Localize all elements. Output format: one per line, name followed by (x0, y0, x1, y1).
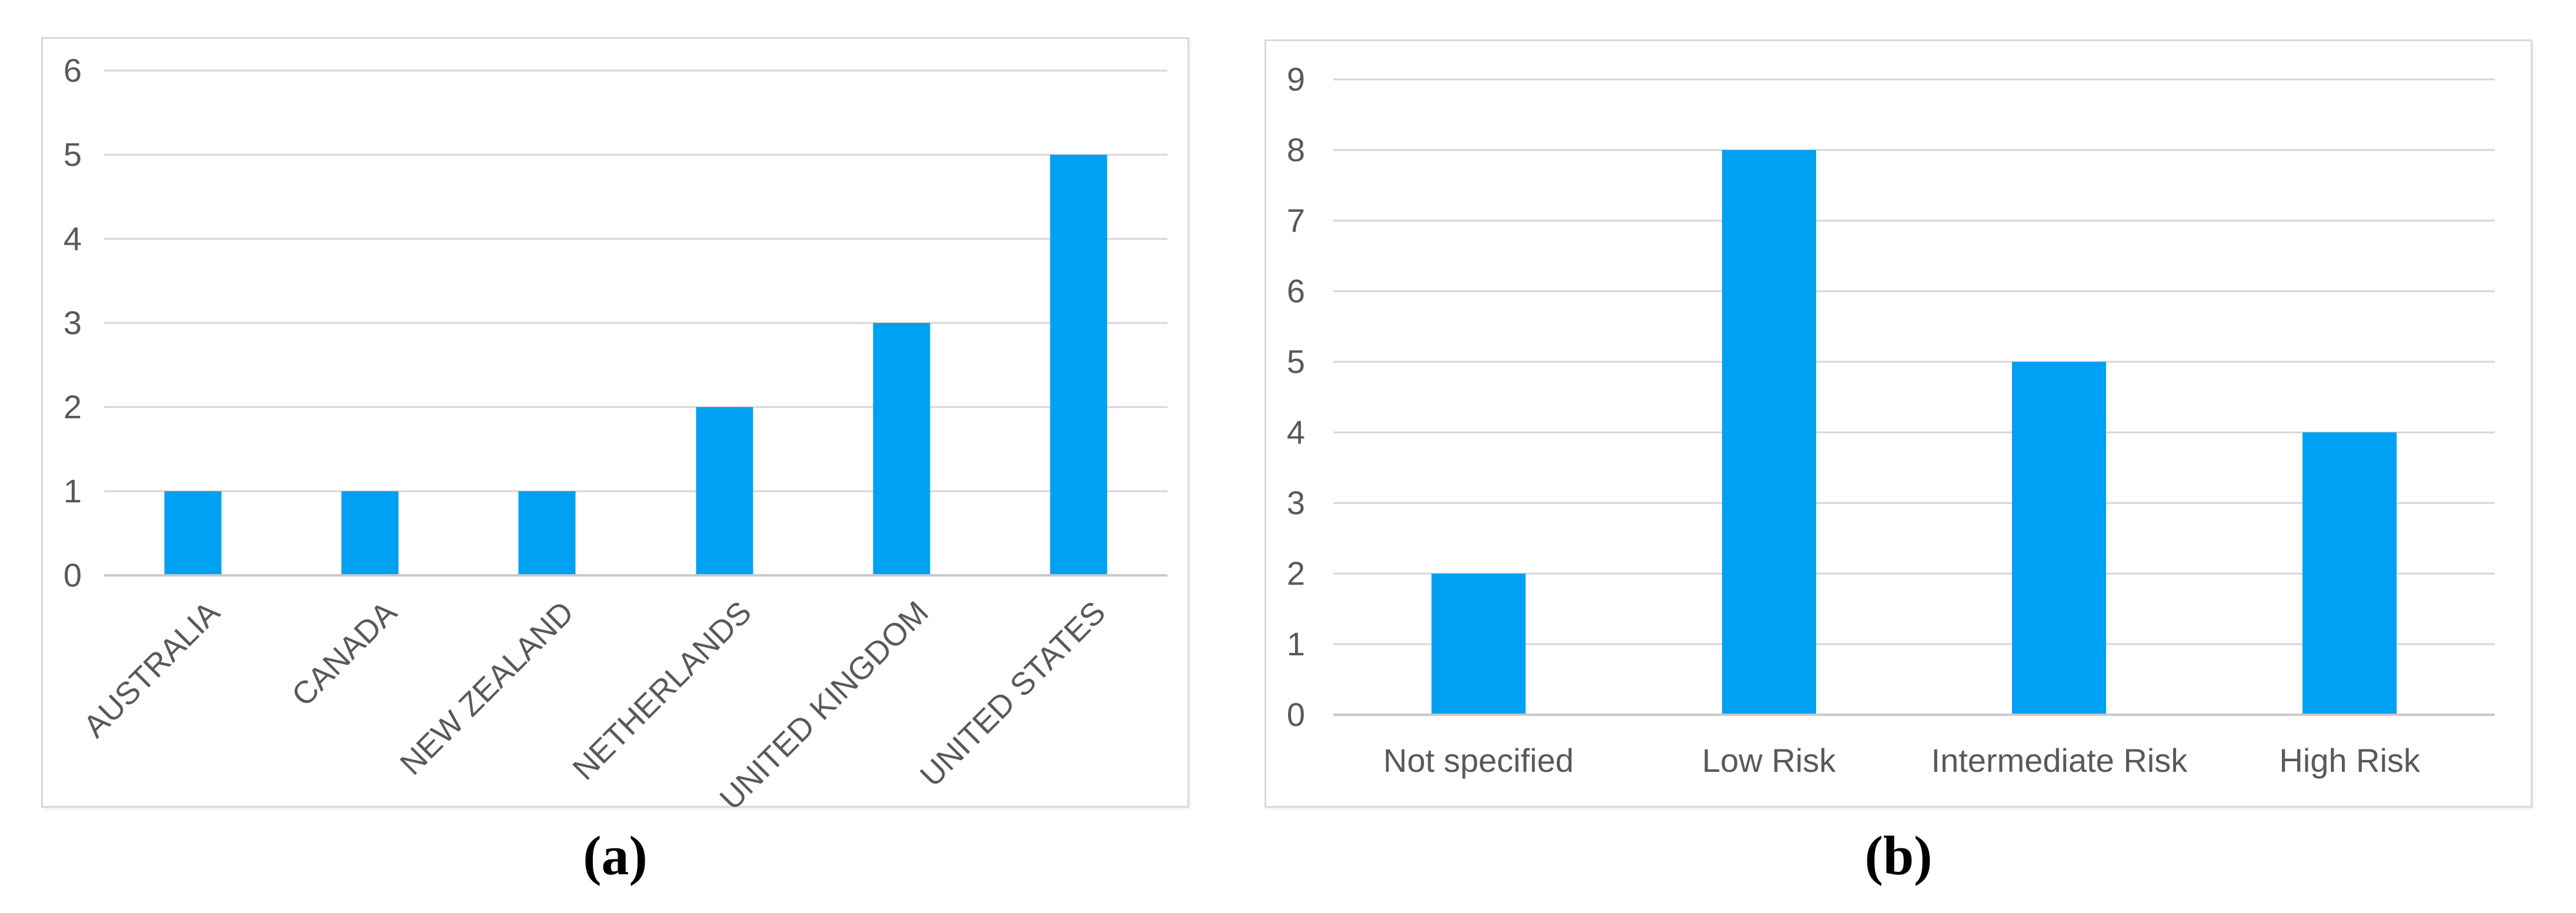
gridline (1333, 78, 2495, 81)
y-axis: 0 1 2 3 4 5 6 7 8 9 (1266, 63, 1305, 731)
x-tick-label-text: NEW ZEALAND (393, 594, 581, 782)
x-axis-line (104, 574, 1167, 577)
gridline (104, 322, 1167, 324)
y-tick-label: 2 (63, 388, 82, 425)
y-tick-label: 4 (63, 219, 82, 257)
y-tick-label: 6 (63, 52, 82, 89)
bar-new-zealand (518, 491, 576, 575)
bar-low-risk (1721, 150, 1816, 715)
x-tick-label: Not specified (1383, 742, 1574, 779)
bar-united-kingdom (873, 323, 930, 575)
x-tick-label-text: AUSTRALIA (76, 594, 226, 745)
y-tick-label: 5 (63, 135, 82, 173)
y-tick-label: 9 (1286, 61, 1305, 98)
bar-australia (164, 491, 222, 575)
x-tick-label: High Risk (2279, 742, 2420, 779)
gridline (104, 238, 1167, 240)
y-tick-label: 6 (1286, 272, 1305, 309)
chart-panel-a: 0 1 2 3 4 5 6 AUSTRALIA CANADA NEW ZEALAND NETHER… (41, 37, 1189, 817)
chart-panel-b: 0 1 2 3 4 5 6 7 8 9 Not specified Low Risk Intermed… (1264, 39, 2532, 808)
y-tick-label: 2 (1286, 555, 1305, 592)
x-tick-label: Low Risk (1702, 742, 1836, 779)
bar-united-states (1050, 155, 1107, 575)
gridline (104, 69, 1167, 72)
gridline (104, 490, 1167, 492)
x-tick-label-text: UNITED STATES (913, 594, 1113, 794)
x-axis-labels: AUSTRALIA CANADA NEW ZEALAND NETHERLANDS UNI… (76, 575, 1167, 817)
gridline (1333, 431, 2495, 434)
caption-b: (b) (1864, 825, 1933, 887)
bar-canada (341, 491, 399, 575)
bar-not-specified (1431, 574, 1526, 715)
y-tick-label: 8 (1286, 131, 1305, 168)
y-tick-label: 0 (63, 557, 82, 594)
caption-a: (a) (583, 825, 648, 887)
bar-chart-countries: 0 1 2 3 4 5 6 AUSTRALIA CANADA NEW ZEALAND NETHER… (43, 39, 1187, 817)
y-tick-label: 1 (63, 472, 82, 509)
gridline (1333, 502, 2495, 504)
y-tick-label: 3 (1286, 484, 1305, 521)
plot-area (1333, 78, 2495, 716)
bar-intermediate-risk (2012, 362, 2107, 715)
gridline (104, 406, 1167, 408)
y-axis: 0 1 2 3 4 5 6 (43, 54, 82, 592)
gridline (1333, 149, 2495, 151)
bar-chart-risk-groups: 0 1 2 3 4 5 6 7 8 9 Not specified Low Risk Intermed… (1266, 41, 2531, 806)
bar-netherlands (696, 407, 753, 575)
gridline (104, 154, 1167, 156)
gridline (1333, 572, 2495, 575)
x-axis-line (1333, 714, 2495, 716)
bar-high-risk (2303, 432, 2397, 715)
y-tick-label: 5 (1286, 343, 1305, 380)
y-tick-label: 7 (1286, 202, 1305, 239)
x-tick-label: Intermediate Risk (1931, 742, 2188, 779)
gridline (1333, 643, 2495, 645)
y-tick-label: 3 (63, 304, 82, 341)
y-tick-label: 4 (1286, 414, 1305, 451)
y-tick-label: 1 (1286, 625, 1305, 662)
x-tick-label-text: CANADA (285, 594, 404, 714)
y-tick-label: 0 (1286, 696, 1305, 733)
plot-area (104, 69, 1167, 577)
gridline (1333, 290, 2495, 292)
x-tick-label-text: NETHERLANDS (566, 594, 758, 787)
gridline (1333, 219, 2495, 222)
gridline (1333, 361, 2495, 363)
x-axis-labels: Not specified Low Risk Intermediate Risk Hi… (1333, 715, 2495, 803)
